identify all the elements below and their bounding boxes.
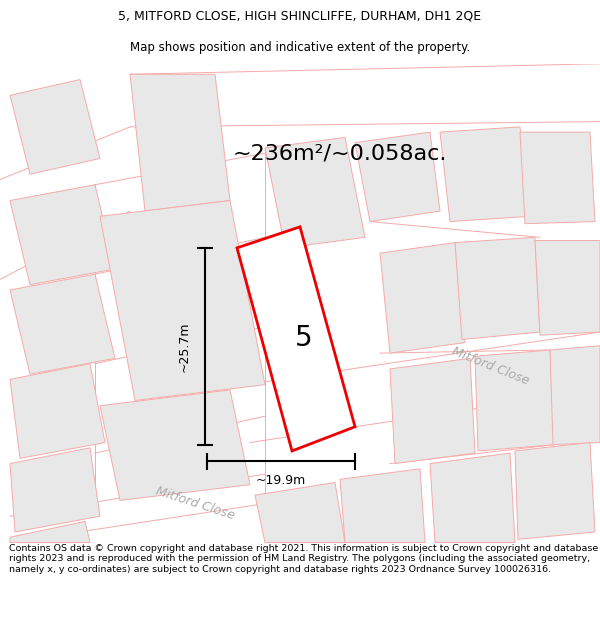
Polygon shape bbox=[355, 132, 440, 222]
Polygon shape bbox=[100, 201, 265, 401]
Text: Map shows position and indicative extent of the property.: Map shows position and indicative extent… bbox=[130, 41, 470, 54]
Polygon shape bbox=[10, 364, 105, 458]
Text: ~19.9m: ~19.9m bbox=[256, 474, 306, 487]
Polygon shape bbox=[100, 390, 250, 501]
Polygon shape bbox=[520, 132, 595, 224]
Polygon shape bbox=[265, 138, 365, 248]
Polygon shape bbox=[237, 227, 355, 451]
Polygon shape bbox=[380, 242, 465, 353]
Polygon shape bbox=[550, 346, 600, 444]
Text: Mitford Close: Mitford Close bbox=[449, 344, 530, 387]
Polygon shape bbox=[10, 521, 90, 542]
Text: 5, MITFORD CLOSE, HIGH SHINCLIFFE, DURHAM, DH1 2QE: 5, MITFORD CLOSE, HIGH SHINCLIFFE, DURHA… bbox=[118, 9, 482, 22]
Text: Contains OS data © Crown copyright and database right 2021. This information is : Contains OS data © Crown copyright and d… bbox=[9, 544, 598, 574]
Polygon shape bbox=[475, 350, 555, 451]
Polygon shape bbox=[10, 274, 115, 374]
Text: ~236m²/~0.058ac.: ~236m²/~0.058ac. bbox=[233, 143, 447, 163]
Polygon shape bbox=[10, 79, 100, 174]
Text: 5: 5 bbox=[295, 324, 313, 352]
Polygon shape bbox=[130, 74, 230, 211]
Polygon shape bbox=[455, 238, 540, 339]
Polygon shape bbox=[10, 448, 100, 532]
Polygon shape bbox=[390, 358, 475, 464]
Polygon shape bbox=[515, 442, 595, 539]
Polygon shape bbox=[340, 469, 425, 542]
Polygon shape bbox=[430, 453, 515, 542]
Polygon shape bbox=[440, 127, 530, 222]
Polygon shape bbox=[535, 241, 600, 335]
Text: ~25.7m: ~25.7m bbox=[178, 321, 191, 371]
Polygon shape bbox=[255, 482, 345, 542]
Polygon shape bbox=[10, 185, 115, 285]
Text: Mitford Close: Mitford Close bbox=[154, 484, 236, 522]
